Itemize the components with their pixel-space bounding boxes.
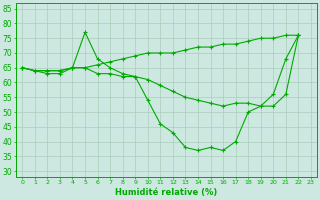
X-axis label: Humidité relative (%): Humidité relative (%)	[116, 188, 218, 197]
